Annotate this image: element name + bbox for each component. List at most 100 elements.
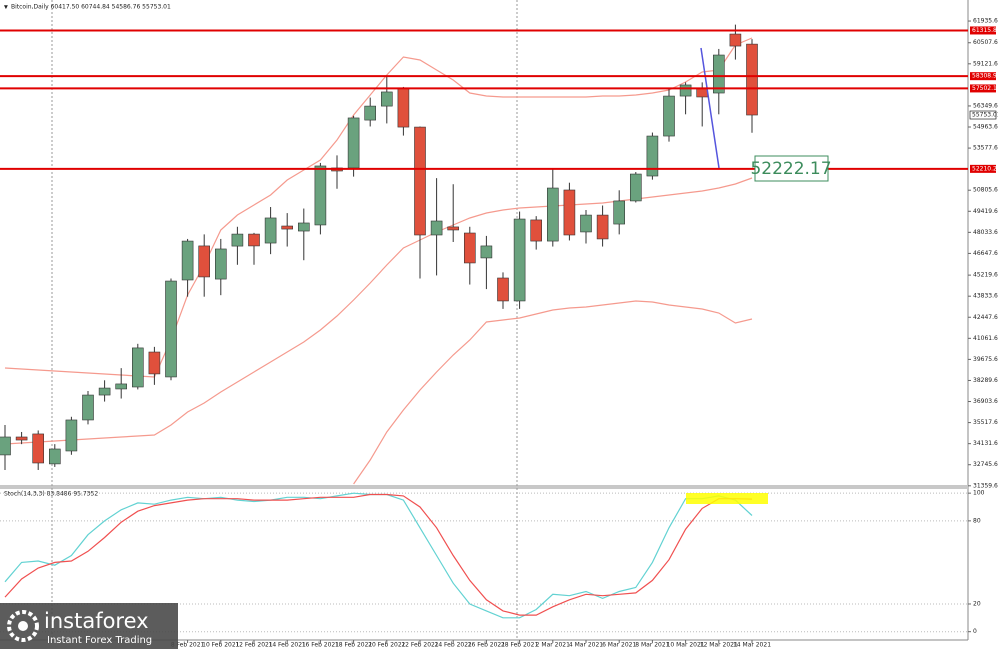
chart-title: Bitcoin,Daily 60417.50 60744.84 54586.76… <box>11 4 171 11</box>
candle-body <box>297 222 310 232</box>
candle-body <box>430 220 443 236</box>
band-line <box>4 177 753 445</box>
y-tick-label: 54963.60 <box>973 124 998 131</box>
candle-body <box>148 351 161 375</box>
x-tick-label: 28 Feb 2021 <box>501 642 539 649</box>
x-tick-label: 4 Mar 2021 <box>569 642 603 649</box>
candle-body <box>414 126 426 236</box>
y-tick-label: 46647.60 <box>973 250 998 257</box>
y-tick-label: 34131.60 <box>973 440 998 447</box>
y-tick-label: 48033.60 <box>973 229 998 236</box>
y-tick-label: 31359.60 <box>973 482 998 489</box>
logo-icon <box>18 621 28 631</box>
candle-body <box>380 91 393 107</box>
price-label-bg <box>969 110 997 120</box>
y-tick-label: 59121.60 <box>973 60 998 67</box>
y-tick-label: 41061.60 <box>973 335 998 342</box>
x-tick-label: 12 Feb 2021 <box>235 642 273 649</box>
candle-body <box>530 219 543 242</box>
x-tick-label: 18 Feb 2021 <box>335 642 373 649</box>
level-label-bg <box>970 164 996 173</box>
y-tick-label: 32745.60 <box>973 461 998 468</box>
candle-body <box>248 233 260 247</box>
annotation: 52222.17 <box>750 159 831 179</box>
x-tick-label: 22 Feb 2021 <box>401 642 439 649</box>
band-line <box>353 300 753 485</box>
candle-body <box>32 433 45 464</box>
candle-body <box>563 189 576 236</box>
y-tick-label: 42447.60 <box>973 314 998 321</box>
y-tick-label: 80 <box>973 517 981 524</box>
candle-body <box>181 240 194 281</box>
y-tick-label: 100 <box>973 490 985 497</box>
x-tick-label: 10 Mar 2021 <box>667 642 705 649</box>
x-tick-label: 12 Mar 2021 <box>700 642 738 649</box>
candle-body <box>629 173 642 202</box>
candle-body <box>281 225 294 230</box>
candle-body <box>480 245 493 259</box>
level-label-bg <box>970 72 996 81</box>
candle-body <box>663 95 675 137</box>
x-tick-label: 10 Feb 2021 <box>202 642 240 649</box>
y-tick-label: 60507.60 <box>973 39 998 46</box>
annotation-box <box>754 155 829 182</box>
candle-body <box>646 135 659 177</box>
candle-body <box>48 448 61 465</box>
y-tick-label: 50805.60 <box>973 187 998 194</box>
x-tick-label: 6 Mar 2021 <box>602 642 636 649</box>
y-tick-label: 43833.60 <box>973 293 998 300</box>
logo-bg <box>0 603 178 649</box>
candle-body <box>15 436 28 441</box>
level-label: 52210.21 <box>972 165 998 172</box>
candle-body <box>712 54 725 94</box>
x-tick-label: 16 Feb 2021 <box>302 642 340 649</box>
level-label-bg <box>970 26 996 35</box>
band-line <box>4 37 753 378</box>
candle-body <box>65 419 78 452</box>
level-label: 57502.18 <box>972 85 998 92</box>
level-label-bg <box>970 84 996 93</box>
candle-body <box>613 200 626 225</box>
y-tick-label: 20 <box>973 600 981 607</box>
y-tick-label: 38289.60 <box>973 377 998 384</box>
candle-body <box>0 436 11 456</box>
candle-body <box>132 347 144 388</box>
candle-body <box>115 383 127 390</box>
y-tick-label: 49419.60 <box>973 208 998 215</box>
x-tick-label: 26 Feb 2021 <box>468 642 506 649</box>
x-tick-label: 8 Mar 2021 <box>635 642 669 649</box>
highlight <box>686 493 768 504</box>
candle-body <box>231 233 244 247</box>
candle-body <box>364 105 377 121</box>
candle-body <box>746 43 758 116</box>
x-tick-label: 14 Mar 2021 <box>733 642 771 649</box>
logo-name: instaforex <box>44 609 149 633</box>
level-label: 61315.85 <box>972 27 998 34</box>
candle-body <box>580 214 592 233</box>
candle-body <box>347 117 360 169</box>
chart-icon: ▼ <box>4 5 8 11</box>
y-tick-label: 35517.60 <box>973 419 998 426</box>
candle-body <box>447 226 460 231</box>
candle-body <box>215 248 227 280</box>
y-tick-label: 56349.60 <box>973 102 998 109</box>
candle-body <box>497 277 509 302</box>
stoch-title: Stoch(14,3,3) 83.8486 95.7352 <box>4 491 98 498</box>
x-tick-label: 20 Feb 2021 <box>368 642 406 649</box>
candle-body <box>264 217 277 244</box>
candle-body <box>463 232 476 264</box>
candle-body <box>82 394 94 421</box>
logo: instaforex Instant Forex Trading <box>0 603 178 649</box>
y-tick-label: 53577.60 <box>973 145 998 152</box>
x-tick-label: 8 Feb 2021 <box>171 642 205 649</box>
panel-separator <box>0 485 968 489</box>
candle-body <box>679 84 692 97</box>
price-label: 55753.01 <box>972 112 998 119</box>
candle-body <box>165 280 177 378</box>
candle-body <box>98 387 111 396</box>
y-tick-label: 0 <box>973 628 977 635</box>
y-tick-label: 39675.60 <box>973 356 998 363</box>
candle-body <box>314 165 327 226</box>
stoch-line <box>4 493 753 616</box>
